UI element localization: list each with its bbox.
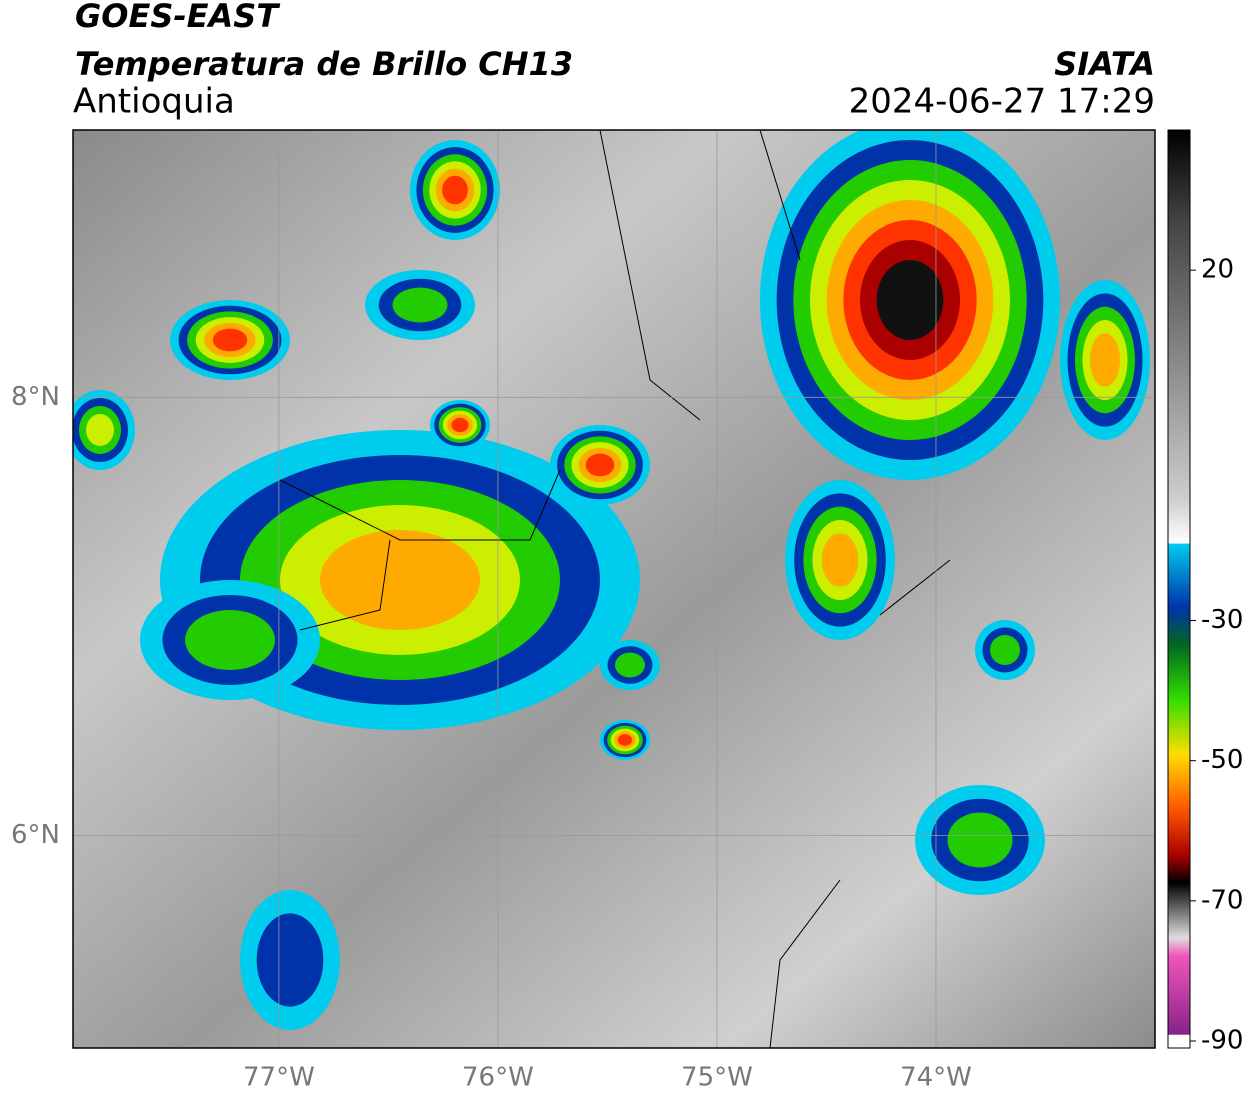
cloud-band (442, 175, 468, 205)
cloud-band (392, 287, 448, 323)
y-tick-label: 8°N (11, 382, 60, 412)
colorbar (1167, 129, 1191, 1049)
cloud-band (821, 533, 859, 587)
colorbar-tick-label: -90 (1201, 1025, 1243, 1055)
x-tick-label: 76°W (462, 1063, 534, 1093)
cloud-band (320, 530, 480, 630)
x-tick-label: 75°W (681, 1063, 753, 1093)
imagery (73, 130, 1155, 1048)
colorbar-tick-label: -30 (1201, 605, 1243, 635)
clouds (73, 130, 1150, 1030)
cloud-band (585, 453, 615, 477)
subtitle: Temperatura de Brillo CH13 (75, 45, 573, 83)
colorbar-tick-label: -50 (1201, 745, 1243, 775)
colorbar-tick-label: 20 (1201, 255, 1234, 285)
region: Antioquia (73, 82, 235, 122)
x-tick-label: 74°W (900, 1063, 972, 1093)
cloud-band (990, 635, 1020, 665)
x-tick-label: 77°W (243, 1063, 315, 1093)
title: GOES-EAST (75, 0, 280, 35)
y-tick-label: 6°N (11, 820, 60, 850)
datetime: 2024-06-27 17:29 (849, 82, 1155, 122)
cloud-band (256, 913, 324, 1007)
cloud-band (451, 417, 469, 433)
cloud-band (947, 812, 1013, 868)
cloud-band (615, 652, 645, 678)
colorbar-tick-label: -70 (1201, 885, 1243, 915)
cloud-band (617, 734, 633, 746)
cloud-band (86, 414, 114, 446)
borders (279, 130, 951, 1048)
cloud-band (185, 610, 275, 670)
cloud-band (876, 260, 944, 340)
cloud-band (1090, 333, 1120, 387)
map-frame (72, 129, 1156, 1049)
grid (73, 130, 1155, 1048)
cloud-band (212, 328, 248, 352)
source: SIATA (1054, 45, 1155, 83)
